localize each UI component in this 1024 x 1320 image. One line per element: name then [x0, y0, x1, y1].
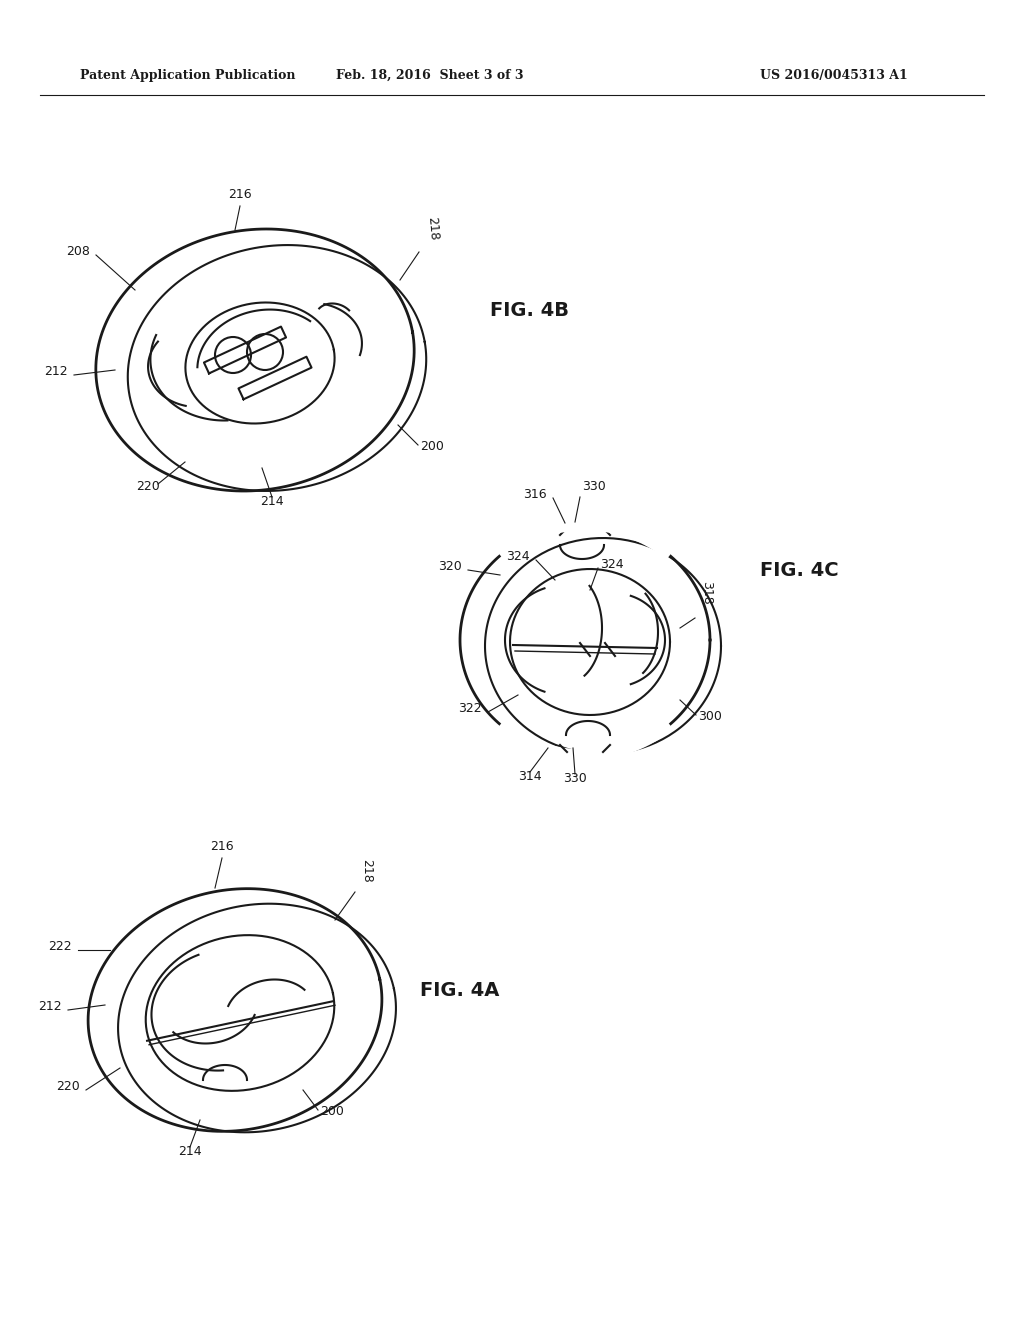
Text: 324: 324	[507, 550, 530, 564]
Text: 316: 316	[523, 488, 547, 502]
Text: 218: 218	[425, 216, 440, 242]
Text: US 2016/0045313 A1: US 2016/0045313 A1	[760, 69, 907, 82]
Text: FIG. 4B: FIG. 4B	[490, 301, 569, 319]
Text: Feb. 18, 2016  Sheet 3 of 3: Feb. 18, 2016 Sheet 3 of 3	[336, 69, 523, 82]
Text: 330: 330	[563, 772, 587, 785]
Text: 208: 208	[67, 246, 90, 257]
Text: FIG. 4C: FIG. 4C	[760, 561, 839, 579]
Text: 214: 214	[260, 495, 284, 508]
Text: Patent Application Publication: Patent Application Publication	[80, 69, 296, 82]
Text: 220: 220	[56, 1080, 80, 1093]
Text: 214: 214	[178, 1144, 202, 1158]
Text: 320: 320	[438, 560, 462, 573]
Text: 318: 318	[700, 581, 713, 605]
Text: 212: 212	[44, 366, 68, 378]
Text: 200: 200	[319, 1105, 344, 1118]
Text: 330: 330	[582, 480, 606, 492]
Text: 200: 200	[420, 440, 443, 453]
Text: FIG. 4A: FIG. 4A	[420, 981, 500, 999]
Text: 220: 220	[136, 480, 160, 492]
Text: 300: 300	[698, 710, 722, 723]
Text: 212: 212	[38, 1001, 62, 1012]
Text: 222: 222	[48, 940, 72, 953]
Text: 322: 322	[459, 702, 482, 715]
Text: 218: 218	[360, 859, 373, 883]
Text: 314: 314	[518, 770, 542, 783]
Text: 216: 216	[228, 187, 252, 201]
Text: 216: 216	[210, 840, 233, 853]
Text: 324: 324	[600, 558, 624, 572]
